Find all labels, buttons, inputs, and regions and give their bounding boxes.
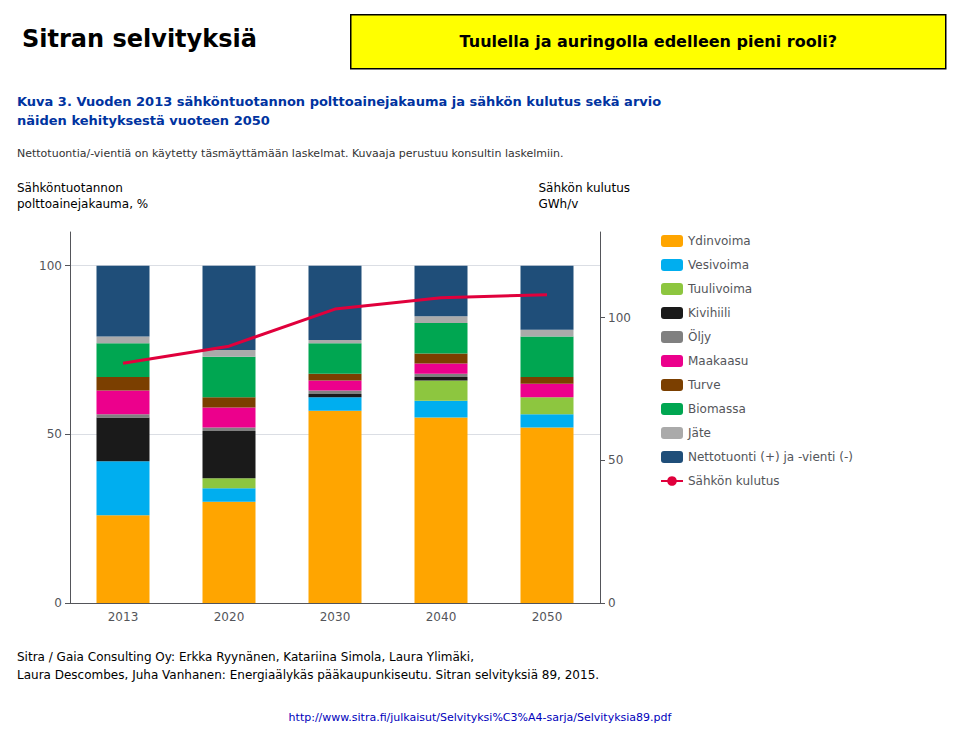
svg-text:100: 100 xyxy=(39,259,62,273)
svg-text:Nettotuonti (+) ja -vienti (-): Nettotuonti (+) ja -vienti (-) xyxy=(688,450,853,464)
svg-text:Kuva 3. Vuoden 2013 sähköntuot: Kuva 3. Vuoden 2013 sähköntuotannon polt… xyxy=(17,94,661,109)
svg-text:2050: 2050 xyxy=(532,610,563,624)
svg-text:Sähkön kulutus: Sähkön kulutus xyxy=(688,474,780,488)
svg-text:Jäte: Jäte xyxy=(687,426,711,440)
svg-text:http://www.sitra.fi/julkaisut/: http://www.sitra.fi/julkaisut/Selvityksi… xyxy=(289,711,673,724)
svg-text:50: 50 xyxy=(47,427,62,441)
svg-text:polttoainejakauma, %: polttoainejakauma, % xyxy=(17,197,148,211)
svg-text:50: 50 xyxy=(608,453,623,467)
svg-text:2040: 2040 xyxy=(426,610,457,624)
svg-text:näiden kehityksestä vuoteen 20: näiden kehityksestä vuoteen 2050 xyxy=(17,113,270,128)
svg-text:Biomassa: Biomassa xyxy=(688,402,746,416)
svg-text:0: 0 xyxy=(608,596,616,610)
svg-text:Laura Descombes, Juha Vanhanen: Laura Descombes, Juha Vanhanen: Energiaä… xyxy=(17,668,599,682)
svg-text:100: 100 xyxy=(608,311,631,325)
svg-text:2013: 2013 xyxy=(108,610,139,624)
svg-text:Sähkön kulutus: Sähkön kulutus xyxy=(538,181,630,195)
svg-text:Nettotuontia/-vientiä on käyte: Nettotuontia/-vientiä on käytetty täsmäy… xyxy=(17,147,564,160)
svg-text:Kivihiili: Kivihiili xyxy=(688,306,731,320)
svg-text:Vesivoima: Vesivoima xyxy=(688,258,749,272)
svg-text:Sähköntuotannon: Sähköntuotannon xyxy=(17,181,123,195)
svg-text:Ydinvoima: Ydinvoima xyxy=(687,234,751,248)
svg-text:0: 0 xyxy=(54,596,62,610)
svg-text:Sitran selvityksiä: Sitran selvityksiä xyxy=(22,25,257,53)
svg-text:GWh/v: GWh/v xyxy=(538,197,578,211)
svg-text:Tuulivoima: Tuulivoima xyxy=(687,282,752,296)
svg-text:Sitra / Gaia Consulting Oy: Er: Sitra / Gaia Consulting Oy: Erkka Ryynän… xyxy=(17,650,474,664)
svg-text:Turve: Turve xyxy=(687,378,721,392)
svg-text:2030: 2030 xyxy=(320,610,351,624)
svg-text:Maakaasu: Maakaasu xyxy=(688,354,748,368)
svg-text:Öljy: Öljy xyxy=(688,328,711,344)
svg-text:Tuulella ja auringolla edellee: Tuulella ja auringolla edelleen pieni ro… xyxy=(460,32,837,51)
svg-text:2020: 2020 xyxy=(214,610,245,624)
